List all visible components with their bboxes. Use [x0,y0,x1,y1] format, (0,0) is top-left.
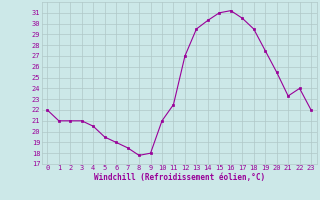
X-axis label: Windchill (Refroidissement éolien,°C): Windchill (Refroidissement éolien,°C) [94,173,265,182]
